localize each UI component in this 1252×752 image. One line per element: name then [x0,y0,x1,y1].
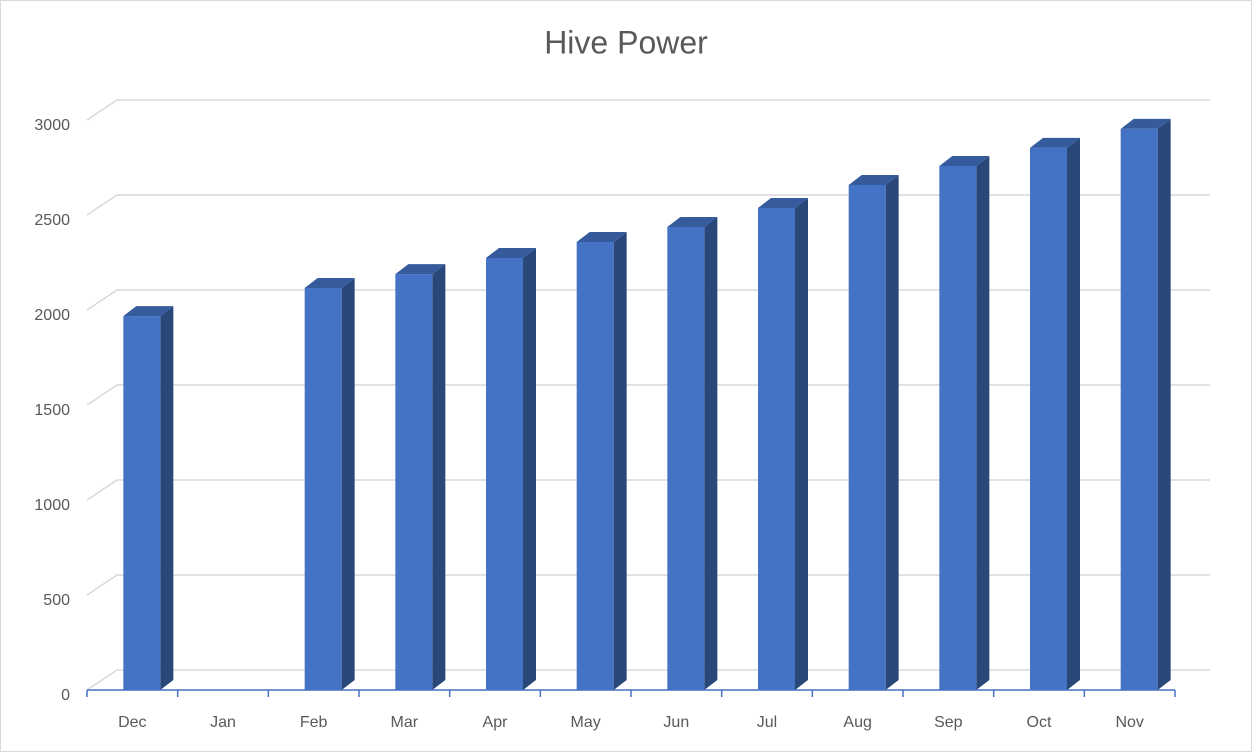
bar-side [1067,137,1080,690]
x-tick-label: Apr [483,714,509,731]
bar-front [667,226,705,690]
bar-top [848,174,899,185]
bar-front [1120,128,1158,690]
bar-side [976,155,990,691]
x-tick-label: Feb [300,714,328,731]
grid-line [86,289,1210,311]
grid-line [86,479,1210,501]
bar-front [576,241,614,691]
bar-top [939,155,990,166]
bar [576,231,627,691]
bar [304,277,355,690]
bar [395,264,446,690]
bar-top [1030,137,1080,148]
x-tick-label: Oct [1027,714,1052,731]
x-tick-label: Jun [663,714,689,731]
grid-line [86,384,1210,406]
bar-top [758,197,808,208]
x-tick-label: Nov [1115,714,1143,731]
grid-line [86,194,1210,216]
bar [1030,137,1080,690]
y-tick-label: 1000 [34,497,70,514]
bar-side [885,174,899,691]
bar-top [304,277,355,288]
bar [758,197,808,690]
y-tick-label: 500 [43,592,70,609]
x-tick-label: Dec [118,714,146,731]
bar-front [1030,147,1067,690]
bar-top [1120,118,1171,129]
bar [939,155,990,691]
bar-side [341,277,355,690]
bar [667,216,718,690]
y-tick-label: 0 [61,687,70,704]
x-tick-label: Sep [934,714,963,731]
chart-title: Hive Power [544,24,708,60]
grid-line [86,669,1210,691]
bar-front [939,165,977,691]
bar-top [486,247,536,258]
bar-top [667,216,718,227]
y-tick-label: 2500 [34,212,70,229]
bar-side [795,197,808,690]
x-tick-label: Mar [391,714,419,731]
bar-side [1157,118,1171,691]
bar-top [395,264,446,275]
grid-line [86,99,1210,121]
y-tick-label: 2000 [34,307,70,324]
x-tick-label: Aug [843,714,871,731]
bar [848,174,899,691]
y-tick-label: 1500 [34,402,70,419]
bar-front [758,207,795,690]
bar-front [486,257,523,690]
bar [486,247,536,690]
bar-front [395,274,433,690]
bar-front [848,184,886,691]
bar-side [432,264,446,690]
grid-line [86,574,1210,596]
bar-side [613,231,627,691]
bar-front [123,316,161,690]
bar [1120,118,1171,691]
bar-top [576,231,627,242]
x-tick-label: Jan [210,714,236,731]
y-tick-label: 3000 [34,117,70,134]
bar-top [123,306,174,317]
bar-side [704,216,718,690]
x-tick-label: May [571,714,601,731]
bar-front [304,287,342,690]
bar-side [160,306,174,690]
x-tick-label: Jul [757,714,777,731]
bar [123,306,174,690]
bar-side [523,247,536,690]
